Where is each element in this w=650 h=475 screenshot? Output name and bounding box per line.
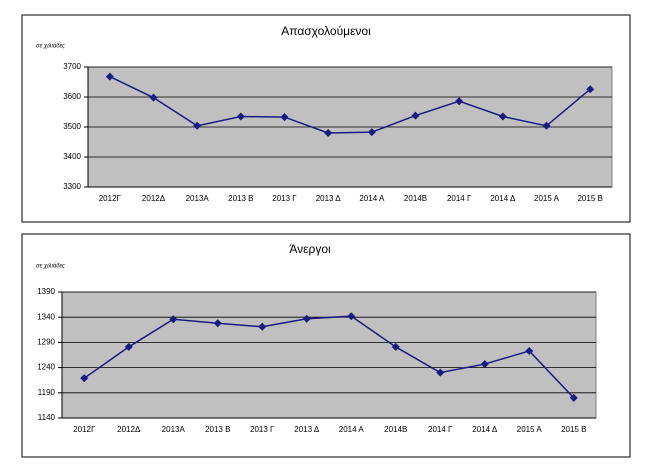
x-tick-label: 2014 Γ — [428, 425, 453, 434]
marker — [480, 360, 489, 369]
x-tick-label: 2013 Δ — [316, 194, 342, 203]
y-tick-label: 3300 — [63, 182, 81, 191]
marker — [124, 342, 133, 351]
x-tick-label: 2013Α — [186, 194, 210, 203]
x-tick-label: 2012Δ — [142, 194, 166, 203]
y-tick-label: 3700 — [63, 62, 81, 71]
x-tick-label: 2014 Α — [339, 425, 365, 434]
marker — [258, 322, 267, 331]
marker — [542, 121, 551, 130]
marker — [280, 113, 289, 122]
chart-title: Άνεργοι — [289, 242, 331, 256]
marker — [80, 374, 89, 383]
x-tick-label: 2014Β — [404, 194, 427, 203]
y-tick-label: 1390 — [37, 287, 55, 296]
unit-label: σε χιλιάδες — [36, 264, 65, 270]
x-tick-label: 2015 Β — [561, 425, 586, 434]
marker — [105, 72, 114, 81]
marker — [455, 97, 464, 106]
marker — [149, 93, 158, 102]
marker — [236, 112, 245, 121]
y-tick-label: 3500 — [63, 122, 81, 131]
y-tick-label: 1240 — [37, 363, 55, 372]
x-tick-label: 2014 Α — [359, 194, 385, 203]
x-tick-label: 2013Α — [162, 425, 186, 434]
y-tick-label: 3400 — [63, 152, 81, 161]
x-tick-label: 2013 Β — [205, 425, 230, 434]
y-tick-label: 3600 — [63, 92, 81, 101]
x-tick-label: 2014 Δ — [490, 194, 516, 203]
marker — [213, 319, 222, 328]
x-tick-label: 2015 Β — [577, 194, 602, 203]
marker — [367, 128, 376, 137]
x-tick-label: 2013 Γ — [272, 194, 297, 203]
marker — [347, 312, 356, 321]
x-tick-label: 2015 Α — [534, 194, 560, 203]
marker — [498, 112, 507, 121]
marker — [436, 368, 445, 377]
series-line — [83, 315, 575, 399]
x-tick-label: 2015 Α — [517, 425, 543, 434]
marker — [411, 111, 420, 120]
series-line — [109, 75, 591, 134]
marker — [324, 129, 333, 137]
y-tick-label: 1340 — [37, 312, 55, 321]
x-tick-label: 2012Δ — [117, 425, 141, 434]
x-tick-label: 2014Β — [384, 425, 407, 434]
marker — [169, 315, 178, 324]
marker — [586, 85, 595, 94]
y-tick-label: 1190 — [38, 388, 56, 397]
marker — [569, 393, 578, 402]
marker — [525, 346, 534, 355]
x-tick-label: 2013 Γ — [250, 425, 275, 434]
y-tick-label: 1140 — [38, 413, 56, 422]
x-tick-label: 2012Γ — [73, 425, 96, 434]
marker — [302, 314, 311, 323]
unit-label: σε χιλιάδες — [36, 44, 65, 50]
x-tick-label: 2014 Γ — [447, 194, 472, 203]
plot-area — [61, 291, 597, 419]
y-tick-label: 1290 — [37, 338, 55, 347]
x-tick-label: 2012Γ — [99, 194, 122, 203]
chart-title: Απασχολούμενοι — [281, 24, 371, 38]
x-tick-label: 2014 Δ — [472, 425, 498, 434]
x-tick-label: 2013 Δ — [294, 425, 320, 434]
marker — [391, 342, 400, 351]
x-tick-label: 2013 Β — [228, 194, 253, 203]
marker — [193, 121, 202, 130]
